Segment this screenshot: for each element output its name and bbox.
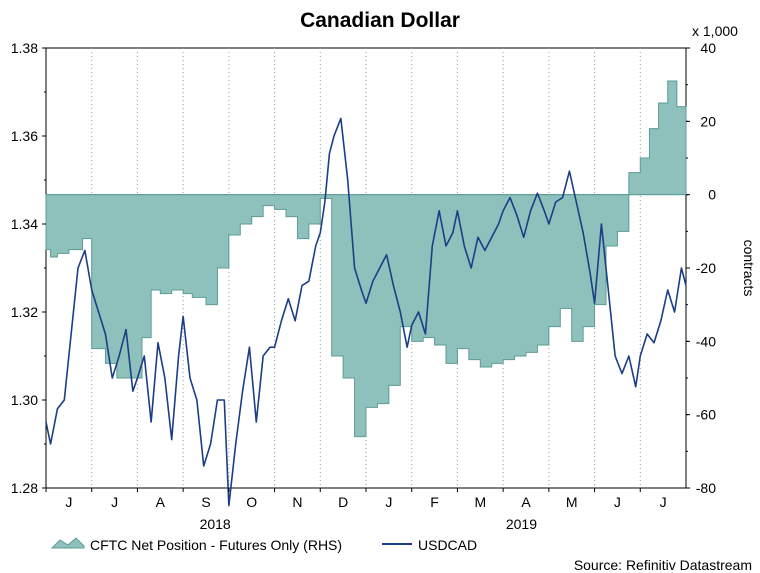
cftc-area xyxy=(45,80,687,438)
x-axis-month-label: A xyxy=(521,494,531,510)
right-axis-tick-label: 40 xyxy=(700,40,716,56)
chart-title: Canadian Dollar xyxy=(300,9,460,32)
x-axis-month-label: A xyxy=(156,494,166,510)
left-axis-tick-label: 1.38 xyxy=(11,40,38,56)
x-axis-month-label: M xyxy=(474,494,486,510)
source-note: Source: Refinitiv Datastream xyxy=(574,557,752,573)
axes: 1.28 1.30 1.32 1.34 1.36 1.38 -80 -60 -40 -20 0 20 4… xyxy=(11,40,716,532)
right-axis-unit: x 1,000 xyxy=(692,23,738,39)
right-axis-tick-label: -80 xyxy=(696,480,716,496)
x-axis-month-label: D xyxy=(338,494,348,510)
x-axis-month-label: J xyxy=(65,494,72,510)
x-axis-month-label: O xyxy=(246,494,257,510)
left-axis-tick-label: 1.32 xyxy=(11,304,38,320)
legend-label-usdcad: USDCAD xyxy=(418,537,477,553)
right-axis-tick-label: -20 xyxy=(696,260,716,276)
right-axis-tick-label: -60 xyxy=(696,407,716,423)
left-axis-tick-label: 1.36 xyxy=(11,128,38,144)
right-axis-label: contracts xyxy=(741,240,757,297)
x-axis-month-label: J xyxy=(660,494,667,510)
usdcad-line-layer xyxy=(45,117,687,507)
x-axis-year-label: 2019 xyxy=(506,516,537,532)
legend-area-swatch xyxy=(50,537,85,549)
left-axis-tick-label: 1.28 xyxy=(11,480,38,496)
x-axis-month-label: S xyxy=(201,494,210,510)
cftc-area-layer xyxy=(45,80,687,438)
right-axis-tick-label: -40 xyxy=(696,333,716,349)
usdcad-line xyxy=(45,117,687,507)
left-axis-tick-label: 1.30 xyxy=(11,392,38,408)
x-axis-month-label: F xyxy=(430,494,439,510)
x-axis-year-label: 2018 xyxy=(200,516,231,532)
left-axis-tick-label: 1.34 xyxy=(11,216,38,232)
x-axis-month-label: J xyxy=(614,494,621,510)
x-axis-month-label: J xyxy=(385,494,392,510)
legend-label-cftc: CFTC Net Position - Futures Only (RHS) xyxy=(90,537,342,553)
legend: CFTC Net Position - Futures Only (RHS) U… xyxy=(50,537,477,553)
right-axis-tick-label: 20 xyxy=(700,113,716,129)
x-axis-month-label: J xyxy=(111,494,118,510)
x-axis-month-label: M xyxy=(566,494,578,510)
x-axis-month-label: N xyxy=(292,494,302,510)
right-axis-tick-label: 0 xyxy=(708,187,716,203)
